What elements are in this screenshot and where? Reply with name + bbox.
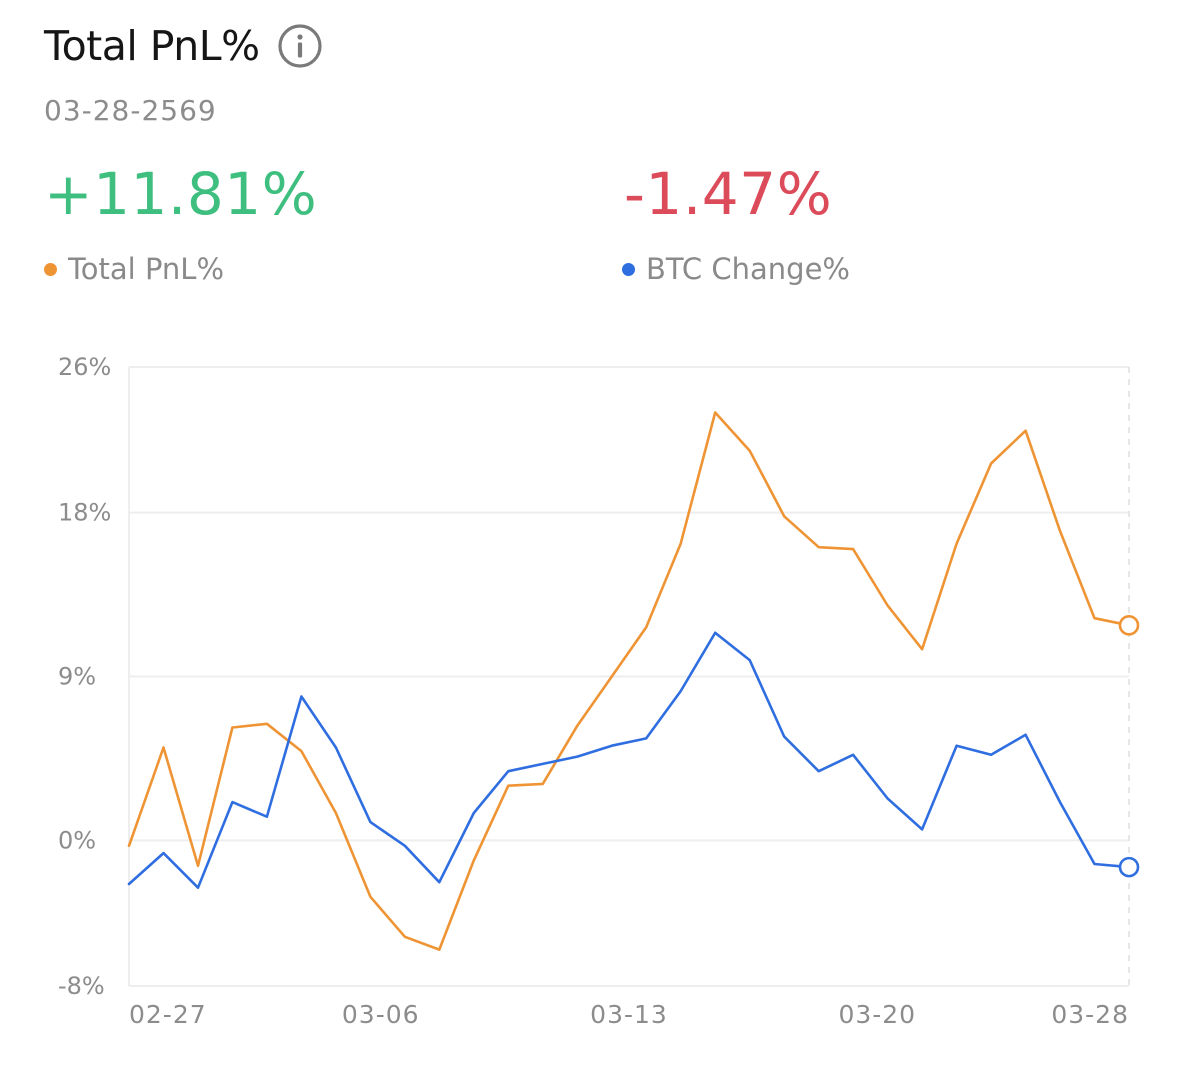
legend-dot-btc (622, 262, 635, 276)
legend-label-btc: BTC Change% (646, 252, 850, 286)
btc-value: -1.47% (624, 160, 833, 228)
date-label: 03-28-2569 (44, 94, 217, 127)
end-marker-total-pnl[interactable] (1118, 615, 1140, 636)
info-circle-icon[interactable] (277, 23, 323, 69)
x-tick-label: 03-13 (590, 1000, 668, 1029)
series-line-total-pnl (127, 411, 1131, 951)
legend-item-btc[interactable]: BTC Change% (622, 252, 850, 286)
page-title: Total PnL% (44, 22, 260, 70)
header: Total PnL% (44, 22, 323, 70)
x-tick-label: 03-06 (342, 1000, 420, 1029)
y-tick-label: 26% (58, 353, 111, 381)
end-marker-btc-change[interactable] (1118, 856, 1140, 878)
x-tick-label: 02-27 (129, 1000, 207, 1029)
y-tick-label: 9% (58, 663, 96, 691)
y-tick-label: 18% (58, 499, 111, 527)
x-tick-label: 03-20 (838, 1000, 916, 1029)
legend-dot-pnl (44, 262, 57, 276)
pnl-value: +11.81% (44, 160, 318, 228)
legend-label-pnl: Total PnL% (68, 252, 225, 286)
x-tick-label: 03-28 (1051, 1000, 1129, 1029)
y-tick-label: 0% (58, 826, 96, 854)
series-line-btc-change (127, 631, 1131, 890)
legend-item-pnl[interactable]: Total PnL% (44, 252, 224, 286)
y-tick-label: -8% (58, 972, 105, 1000)
